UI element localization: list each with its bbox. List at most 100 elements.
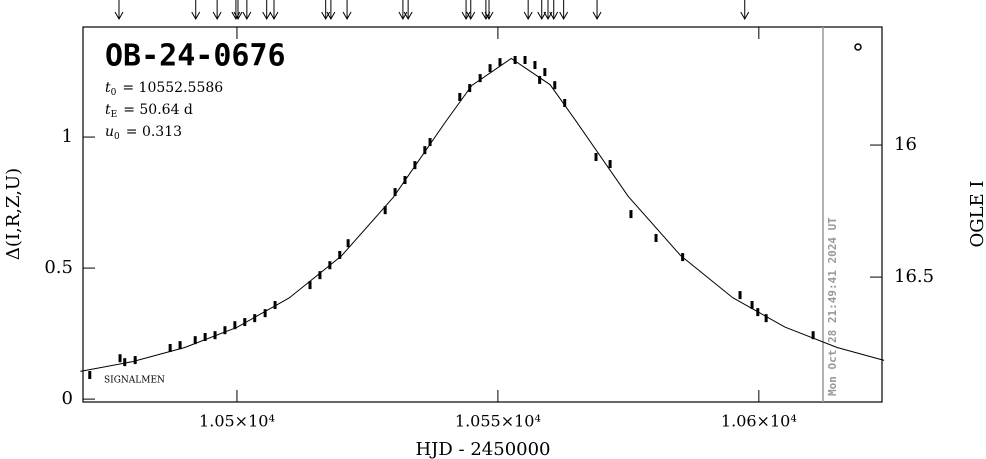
param-sub: 0 xyxy=(111,88,117,98)
arrow-head xyxy=(114,11,124,21)
arrow xyxy=(342,0,352,21)
data-point xyxy=(383,206,387,215)
data-point xyxy=(308,281,312,290)
data-point xyxy=(458,92,462,101)
arrow-head xyxy=(523,11,533,21)
data-point xyxy=(738,291,742,300)
arrow xyxy=(537,0,547,21)
data-point xyxy=(594,152,598,161)
now-label: Mon Oct 28 21:49:41 2024 UT xyxy=(826,217,839,396)
data-point xyxy=(193,336,197,345)
arrow xyxy=(740,0,750,21)
arrow-head xyxy=(537,11,547,21)
data-point xyxy=(654,233,658,242)
data-point xyxy=(533,60,537,69)
arrow-head xyxy=(231,11,241,21)
data-point xyxy=(213,331,217,340)
data-point xyxy=(428,138,432,147)
arrow xyxy=(242,0,252,21)
arrow-head xyxy=(549,11,559,21)
data-point xyxy=(243,318,247,327)
arrow xyxy=(326,0,336,21)
arrow-head xyxy=(342,11,352,21)
data-point xyxy=(750,301,754,310)
arrow-head xyxy=(262,11,272,21)
arrow-head xyxy=(403,11,413,21)
arrow xyxy=(523,0,533,21)
y-tick-label: 0 xyxy=(62,388,73,409)
arrow xyxy=(549,0,559,21)
data-point xyxy=(478,74,482,83)
arrow xyxy=(398,0,408,21)
arrow xyxy=(233,0,243,21)
data-point xyxy=(393,188,397,197)
data-point xyxy=(328,261,332,270)
model-curve xyxy=(80,57,885,372)
data-point xyxy=(318,271,322,280)
param-text: = 50.64 d xyxy=(123,102,193,118)
param: t0 = 10552.5586 xyxy=(105,80,223,98)
param: u0 = 0.313 xyxy=(105,124,182,142)
arrow-head xyxy=(233,11,243,21)
y2-tick-label: 16.5 xyxy=(894,266,934,287)
data-point xyxy=(233,321,237,330)
param-symbol: t xyxy=(105,102,111,118)
data-point xyxy=(553,81,557,90)
arrow xyxy=(321,0,331,21)
arrow xyxy=(592,0,602,21)
y-tick-label: 0.5 xyxy=(44,257,73,278)
ogle-marker xyxy=(854,43,862,51)
data-point xyxy=(513,56,517,65)
param-sub: E xyxy=(111,110,118,120)
data-point xyxy=(563,98,567,107)
arrow-head xyxy=(466,11,476,21)
arrow xyxy=(484,0,494,21)
data-point xyxy=(468,84,472,93)
arrow xyxy=(466,0,476,21)
param: tE = 50.64 d xyxy=(105,102,193,120)
arrow xyxy=(269,0,279,21)
x-axis-label: HJD - 2450000 xyxy=(415,439,550,459)
arrow-head xyxy=(484,11,494,21)
data-point xyxy=(88,371,92,380)
param-text: = 0.313 xyxy=(126,124,182,140)
data-point xyxy=(811,331,815,340)
arrow-head xyxy=(592,11,602,21)
y-axis-label: Δ(I,R,Z,U) xyxy=(3,168,24,260)
x-tick-label: 1.06×10⁴ xyxy=(721,412,797,431)
x-tick-label: 1.05×10⁴ xyxy=(199,412,275,431)
arrow xyxy=(461,0,471,21)
data-point xyxy=(413,161,417,170)
data-point xyxy=(543,68,547,77)
arrow xyxy=(114,0,124,21)
data-point xyxy=(523,56,527,65)
chart-title: OB-24-0676 xyxy=(105,39,286,74)
data-point xyxy=(338,250,342,259)
param-sub: 0 xyxy=(114,132,120,142)
data-point xyxy=(756,308,760,317)
data-point xyxy=(403,176,407,185)
data-point xyxy=(133,356,137,365)
data-point xyxy=(168,344,172,353)
data-point xyxy=(681,253,685,262)
data-point xyxy=(608,160,612,169)
data-point xyxy=(123,358,127,367)
data-point xyxy=(538,75,542,84)
data-point xyxy=(178,341,182,350)
plot-frame xyxy=(82,26,883,403)
arrow xyxy=(191,0,201,21)
data-point xyxy=(629,210,633,219)
data-point xyxy=(423,146,427,155)
x-tick-label: 1.055×10⁴ xyxy=(455,412,541,431)
data-point xyxy=(253,314,257,323)
arrow xyxy=(543,0,553,21)
param-text: = 10552.5586 xyxy=(122,80,223,96)
arrow-head xyxy=(212,11,222,21)
y2-tick-label: 16 xyxy=(894,134,917,155)
data-point xyxy=(488,64,492,73)
arrow xyxy=(403,0,413,21)
data-point xyxy=(203,333,207,342)
arrow xyxy=(212,0,222,21)
arrow-head xyxy=(461,11,471,21)
